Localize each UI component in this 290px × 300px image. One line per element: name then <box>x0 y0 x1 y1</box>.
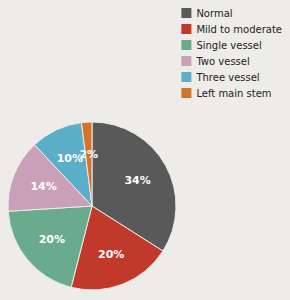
legend-item: Single vessel <box>181 40 261 51</box>
legend-swatch <box>181 72 191 82</box>
legend-item: Normal <box>181 8 232 19</box>
data-label: 20% <box>39 233 65 246</box>
pie-slice <box>81 122 92 206</box>
data-label: 14% <box>30 180 56 193</box>
data-labels: 34%20%20%14%10%2% <box>30 148 150 261</box>
legend-label: Left main stem <box>196 88 271 99</box>
legend-item: Left main stem <box>181 88 271 99</box>
pie-slice <box>8 206 92 287</box>
chart: 34%20%20%14%10%2%NormalMild to moderateS… <box>0 0 290 300</box>
legend-swatch <box>181 8 191 18</box>
legend-swatch <box>181 24 191 34</box>
background <box>0 0 290 300</box>
pie-slice <box>34 123 92 206</box>
legend-label: Three vessel <box>195 72 259 83</box>
legend-swatch <box>181 56 191 66</box>
legend-label: Normal <box>196 8 232 19</box>
legend-item: Two vessel <box>181 56 249 67</box>
pie <box>8 122 176 290</box>
data-label: 20% <box>98 248 124 261</box>
legend-swatch <box>181 40 191 50</box>
legend: Normal Mild to moderate Single vessel Two v… <box>181 8 282 99</box>
legend-label: Two vessel <box>195 56 249 67</box>
data-label: 34% <box>124 174 150 187</box>
legend-swatch <box>181 88 191 98</box>
legend-label: Single vessel <box>196 40 261 51</box>
legend-item: Mild to moderate <box>181 24 282 35</box>
data-label: 2% <box>79 148 98 161</box>
legend-label: Mild to moderate <box>196 24 282 35</box>
legend-item: Three vessel <box>181 72 259 83</box>
